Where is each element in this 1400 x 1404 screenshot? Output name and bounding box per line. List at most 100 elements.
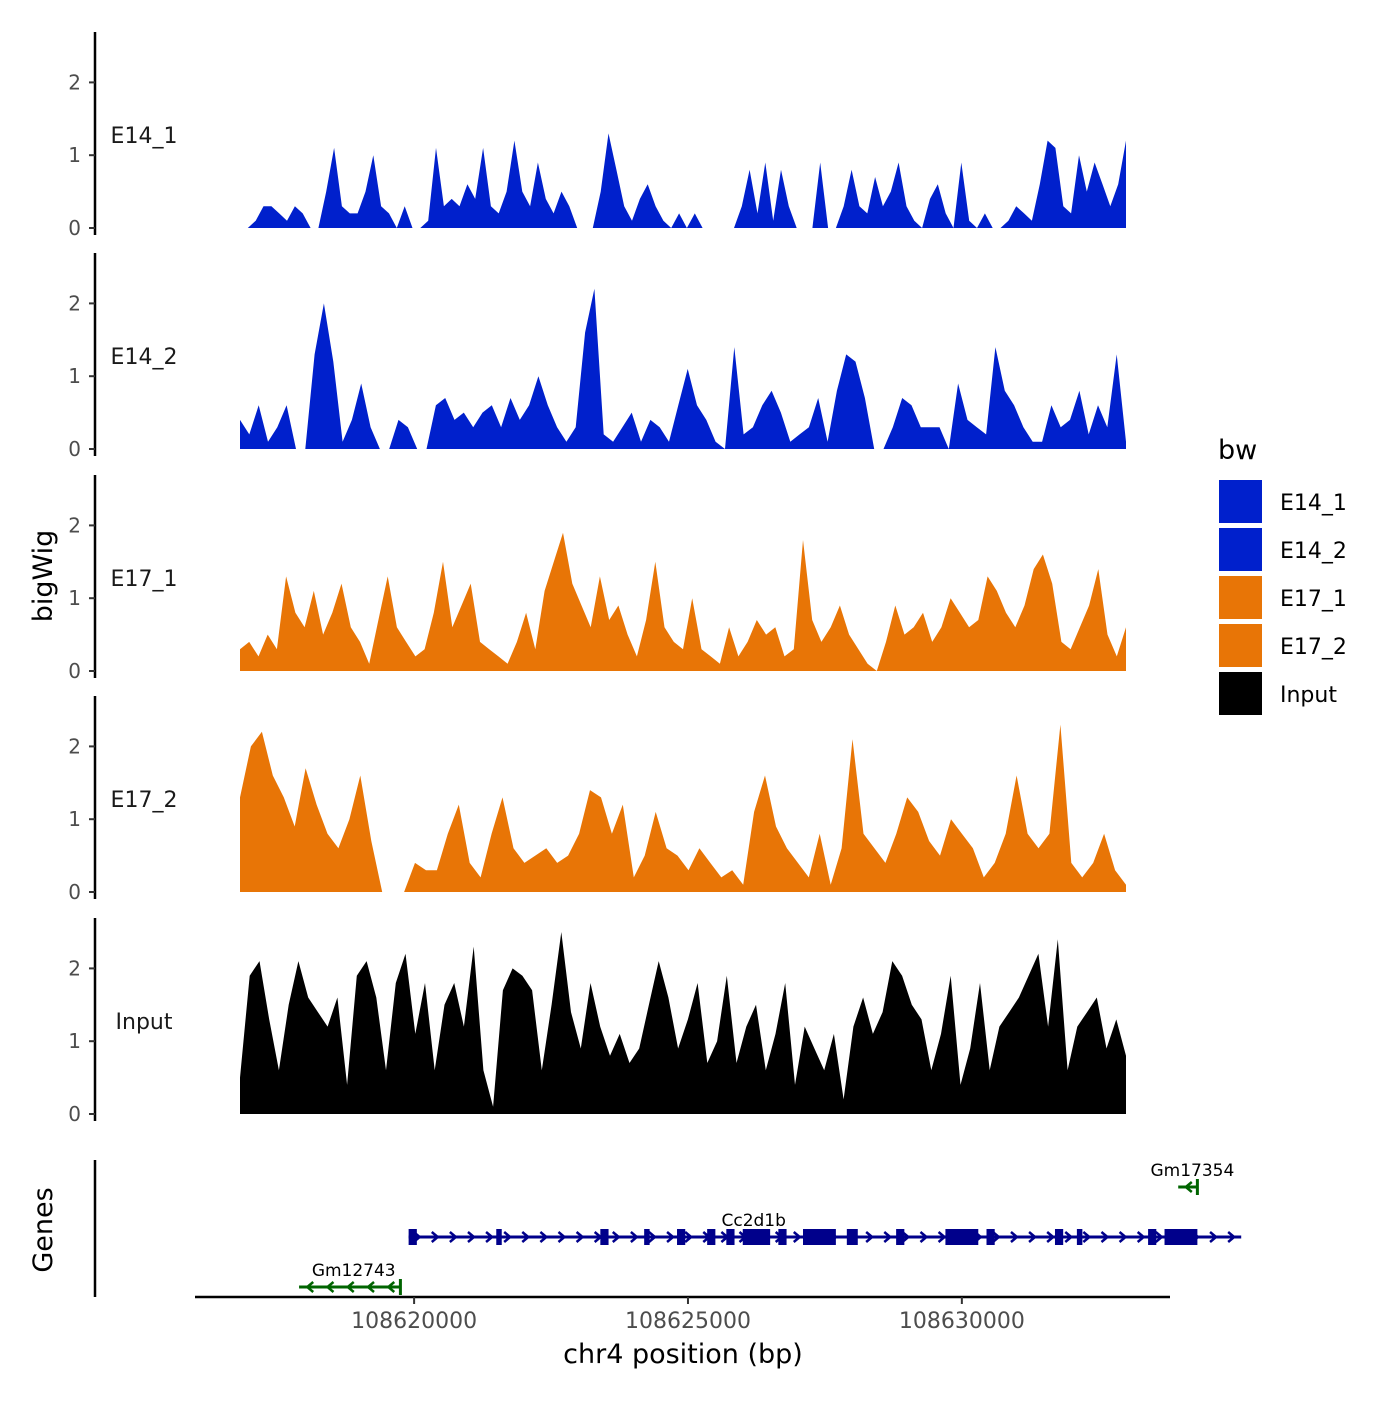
exon [742,1229,771,1245]
exon [896,1229,905,1245]
track-e14-2: 0 1 2 E14_2 [68,253,1126,461]
strand-arrow [503,1231,513,1243]
strand-arrow [648,1231,657,1243]
strand-arrow [883,1231,893,1243]
coverage-area-e17-1 [240,532,1126,671]
strand-arrow [366,1281,375,1293]
gene-label: Cc2d1b [721,1211,785,1231]
strand-arrow [467,1231,476,1243]
y-tick-label: 2 [68,513,81,537]
strand-arrow [992,1231,1001,1243]
legend-swatch-e14-1 [1219,480,1262,523]
strand-arrow [386,1281,396,1293]
track-e17-1: 0 1 2 E17_1 [68,475,1126,683]
legend-swatch-e17-2 [1219,624,1262,667]
y-tick-label: 0 [68,880,81,904]
legend-label-e14-2: E14_2 [1280,539,1347,564]
strand-arrow [430,1231,440,1243]
y-tick-label: 2 [68,956,81,980]
strand-arrow [1183,1181,1193,1193]
track-e17-2: 0 1 2 E17_2 [68,696,1126,904]
exon [986,1229,995,1245]
strand-arrow [557,1231,567,1243]
strand-arrow [449,1231,458,1243]
strand-arrow [630,1231,639,1243]
y-tick-label: 1 [68,143,81,167]
strand-arrow [1209,1231,1219,1243]
track-label: Input [116,1010,173,1035]
legend: bw E14_1 E14_2 E17_1 E17_2 Input [1218,435,1347,715]
strand-arrow [1118,1231,1128,1243]
strand-arrow [1227,1231,1237,1243]
strand-arrow [1136,1231,1146,1243]
x-axis: 108620000 108625000 108630000 [195,1295,1170,1334]
x-tick-label: 108630000 [899,1309,1025,1334]
exon [846,1229,858,1245]
coverage-area-input [240,932,1126,1114]
y-tick-label: 1 [68,586,81,610]
legend-title: bw [1218,435,1257,466]
strand-arrow [666,1231,676,1243]
exon [945,1229,979,1245]
strand-arrow [1154,1231,1164,1243]
legend-label-input: Input [1280,683,1337,708]
exon [1164,1229,1198,1245]
exon [707,1229,716,1245]
strand-arrow [937,1231,947,1243]
strand-arrow [901,1231,911,1243]
exon [803,1229,836,1245]
strand-arrow [611,1231,621,1243]
y-tick-label: 0 [68,216,81,240]
y-axis-title: bigWig [28,530,59,623]
y-tick-label: 2 [68,291,81,315]
legend-swatch-e17-1 [1219,576,1262,619]
y-tick-label: 0 [68,659,81,683]
x-axis-title: chr4 position (bp) [563,1339,803,1370]
legend-swatch-e14-2 [1219,528,1262,571]
exon [1076,1229,1083,1245]
exon [496,1229,502,1245]
strand-arrow [792,1231,802,1243]
exon [778,1229,787,1245]
exon [600,1229,609,1245]
track-input: 0 1 2 Input [68,918,1126,1126]
coverage-tracks: 0 1 2 E14_1 0 1 2 E14_2 0 1 2 E17_1 0 1 2 E17_2 0 1 2 Input [68,32,1126,1126]
genes-axis-title: Genes [28,1187,59,1272]
y-tick-label: 0 [68,1102,81,1126]
coverage-area-e14-2 [240,288,1126,449]
strand-arrow [1064,1231,1074,1243]
gene-label: Gm12743 [312,1261,396,1281]
strand-arrow [539,1231,549,1243]
exon [726,1229,735,1245]
strand-arrow [919,1231,929,1243]
strand-arrow [1100,1231,1110,1243]
track-label: E14_2 [111,345,178,370]
strand-arrow [305,1281,315,1293]
coverage-area-e14-1 [240,133,1126,228]
strand-arrow [485,1231,495,1243]
gene-label: Gm17354 [1150,1161,1234,1181]
track-e14-1: 0 1 2 E14_1 [68,32,1126,240]
strand-arrow [684,1231,694,1243]
y-tick-label: 1 [68,807,81,831]
y-tick-label: 1 [68,364,81,388]
strand-arrow [1046,1231,1056,1243]
y-tick-label: 2 [68,734,81,758]
x-tick-label: 108620000 [351,1309,477,1334]
strand-arrow [1028,1231,1038,1243]
exon [1148,1229,1157,1245]
track-label: E17_2 [111,788,178,813]
legend-swatch-input [1219,672,1262,715]
exon [677,1229,686,1245]
legend-label-e17-1: E17_1 [1280,587,1347,612]
exon [408,1229,417,1245]
y-tick-label: 0 [68,437,81,461]
gene-cc2d1b: Cc2d1b [408,1211,1242,1245]
strand-arrow [575,1231,585,1243]
track-label: E14_1 [111,124,178,149]
legend-label-e14-1: E14_1 [1280,491,1347,516]
strand-arrow [865,1231,875,1243]
y-tick-label: 1 [68,1029,81,1053]
